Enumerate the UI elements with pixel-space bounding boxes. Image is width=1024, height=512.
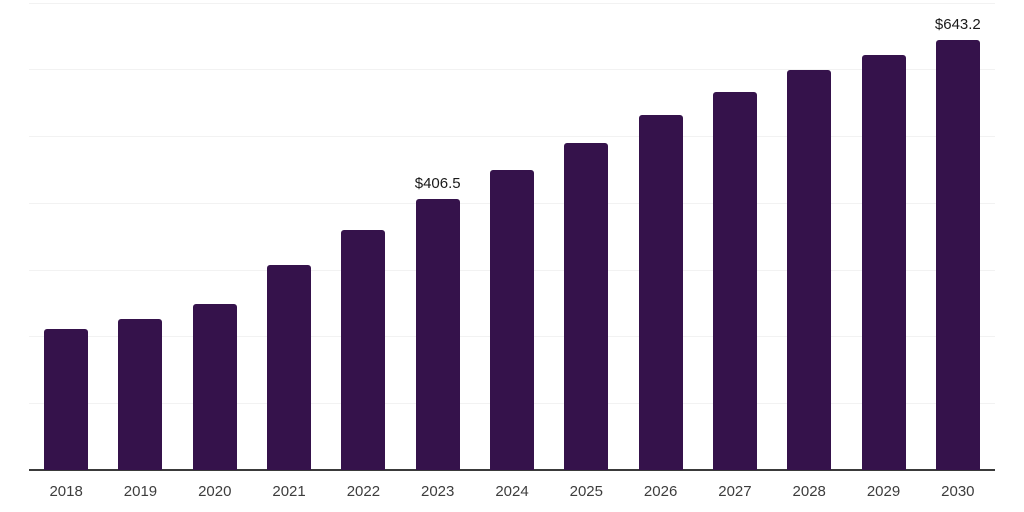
x-tick-label-2023: 2023 (421, 483, 455, 500)
bar-2025 (564, 142, 609, 470)
x-tick-label-2019: 2019 (123, 483, 158, 500)
x-tick-label-2018: 2018 (49, 483, 83, 500)
x-tick-label-2020: 2020 (198, 483, 232, 500)
bar-2021 (267, 264, 312, 470)
bar-2028 (787, 69, 832, 470)
x-tick-label-2028: 2028 (792, 483, 826, 500)
gridline-600 (29, 69, 995, 71)
bar-2019 (118, 319, 163, 470)
x-axis-line (29, 469, 995, 471)
gridline-700 (29, 2, 995, 4)
bar-2022 (341, 230, 386, 470)
x-tick-label-2022: 2022 (346, 483, 381, 500)
x-tick-label-2030: 2030 (941, 483, 975, 500)
bar-2029 (861, 54, 906, 470)
bar-2024 (490, 170, 534, 470)
x-tick-label-2024: 2024 (495, 483, 529, 500)
gridline-500 (29, 136, 995, 138)
value-label-2023: $406.5 (414, 174, 461, 192)
x-tick-label-2027: 2027 (718, 483, 752, 500)
value-label-2030: $643.2 (934, 16, 981, 34)
bar-2026 (638, 115, 683, 470)
bar-2020 (192, 304, 237, 470)
x-tick-label-2021: 2021 (272, 483, 306, 500)
bar-2030 (935, 40, 980, 470)
x-tick-label-2026: 2026 (643, 483, 678, 500)
bar-2027 (712, 91, 757, 470)
bar-2018 (44, 329, 89, 470)
x-tick-label-2025: 2025 (569, 483, 603, 500)
bar-2023 (415, 198, 460, 470)
x-tick-label-2029: 2029 (866, 483, 901, 500)
